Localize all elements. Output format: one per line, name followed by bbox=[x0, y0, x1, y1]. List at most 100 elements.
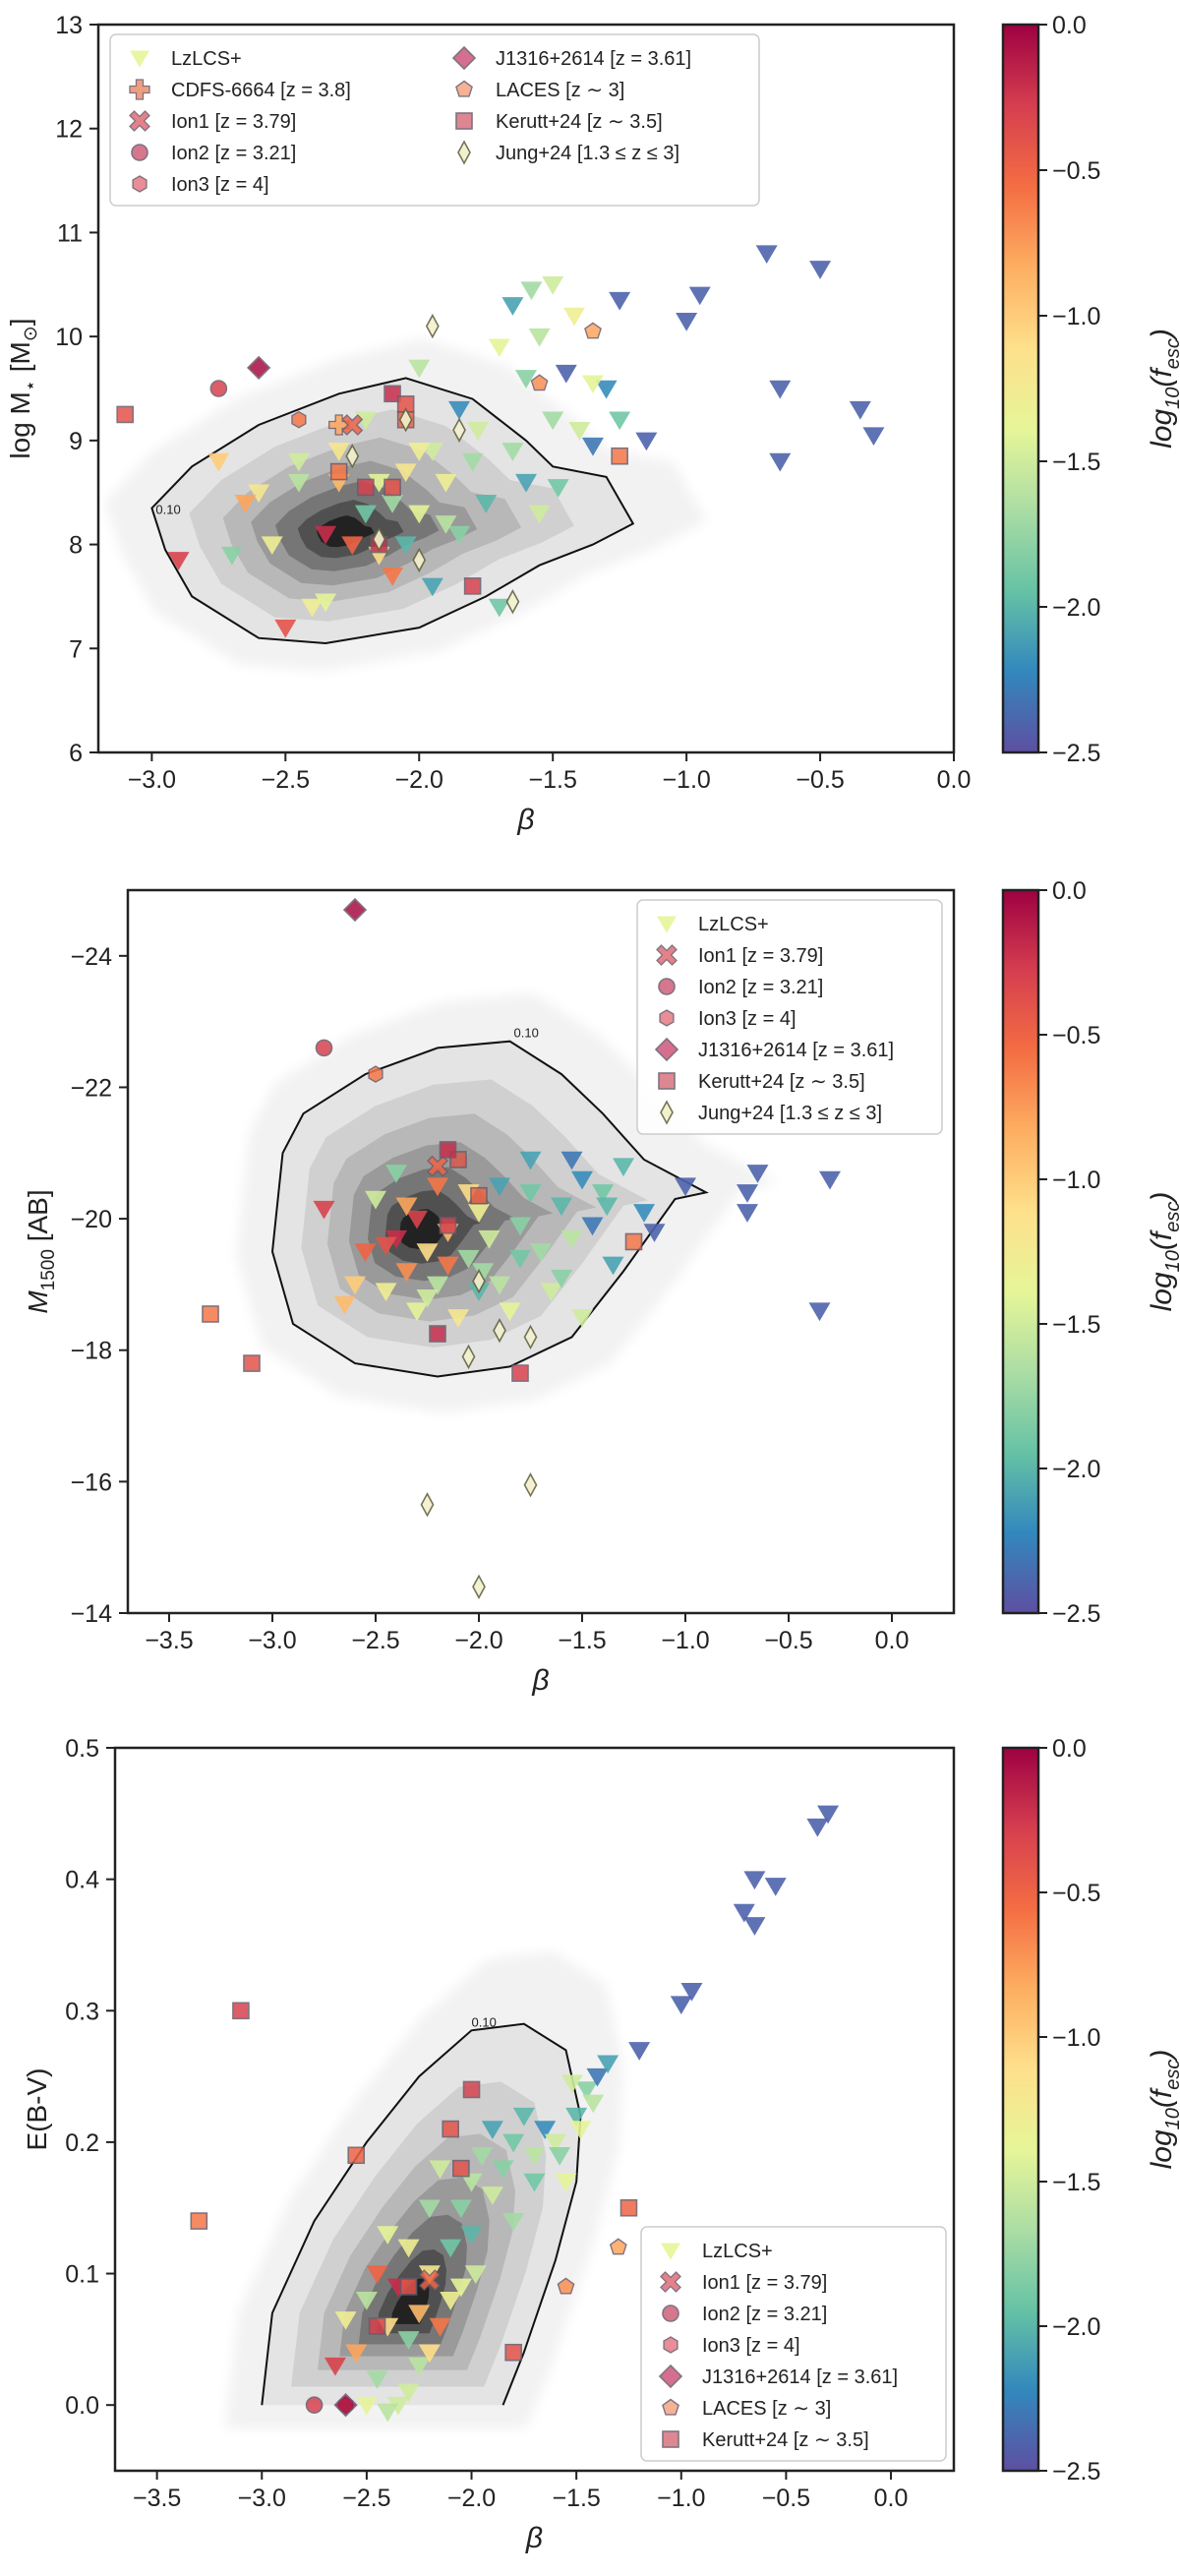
point-lzlcs- bbox=[287, 473, 310, 493]
point-lzlcs- bbox=[394, 463, 417, 483]
point-lzlcs- bbox=[555, 364, 577, 384]
point-lzlcs- bbox=[565, 2107, 588, 2127]
point-kerutt-24 bbox=[504, 2343, 522, 2362]
point-ion2 bbox=[315, 1039, 333, 1057]
x-tick-label: −2.0 bbox=[395, 766, 443, 794]
point-lzlcs- bbox=[315, 525, 337, 545]
legend-label: Ion3 [z = 4] bbox=[171, 174, 269, 196]
point-lzlcs- bbox=[416, 1243, 439, 1262]
point-lzlcs- bbox=[368, 473, 390, 493]
legend-label: LACES [z ∼ 3] bbox=[496, 80, 624, 101]
point-laces bbox=[530, 374, 549, 391]
point-jung-24 bbox=[461, 1344, 476, 1370]
point-cdfs-6664 bbox=[328, 414, 350, 436]
point-lzlcs- bbox=[628, 2042, 651, 2061]
point-lzlcs- bbox=[418, 2344, 441, 2364]
point-lzlcs- bbox=[489, 1276, 510, 1295]
panel-bottom: 0.10−3.5 −3.0 −2.5 −2.0 −1.5 −1.0 −0.5 0.00.00.… bbox=[22, 1735, 1180, 2554]
point-lzlcs- bbox=[366, 2370, 388, 2389]
colorbar-label-close: ) bbox=[1146, 329, 1178, 341]
y-label-main: log M bbox=[5, 391, 35, 458]
x-tick-label: 0.0 bbox=[937, 766, 972, 794]
point-lzlcs- bbox=[635, 432, 658, 451]
point-lzlcs- bbox=[596, 1197, 619, 1217]
point-ion2 bbox=[209, 380, 228, 397]
legend-marker bbox=[657, 916, 677, 933]
point-lzlcs- bbox=[633, 1204, 655, 1223]
point-lzlcs- bbox=[586, 2067, 609, 2087]
point-lzlcs- bbox=[520, 281, 543, 301]
point-lzlcs- bbox=[613, 1158, 634, 1177]
colorbar-tick-label: −1.5 bbox=[1052, 2169, 1100, 2196]
y-tick-label: −24 bbox=[71, 943, 113, 971]
point-lzlcs- bbox=[530, 1243, 552, 1262]
point-lzlcs- bbox=[737, 1184, 758, 1203]
x-tick-label: −0.5 bbox=[796, 766, 844, 794]
colorbar-tick-label: −0.5 bbox=[1052, 157, 1100, 185]
legend-marker bbox=[660, 1100, 674, 1125]
point-lzlcs- bbox=[394, 536, 417, 556]
point-lzlcs- bbox=[862, 427, 885, 447]
scatter-points bbox=[116, 245, 885, 638]
y-tick-label: −16 bbox=[71, 1468, 112, 1496]
point-lzlcs- bbox=[488, 338, 510, 358]
contour-label: 0.10 bbox=[514, 1026, 539, 1041]
point-lzlcs- bbox=[408, 443, 431, 461]
point-lzlcs- bbox=[509, 1249, 531, 1269]
point-kerutt-24 bbox=[463, 577, 482, 595]
point-lzlcs- bbox=[416, 1289, 439, 1308]
point-lzlcs- bbox=[502, 297, 524, 316]
point-laces bbox=[584, 322, 602, 339]
point-lzlcs- bbox=[429, 2317, 451, 2337]
point-lzlcs- bbox=[324, 2357, 346, 2376]
legend: LzLCS+ Ion1 [z = 3.79] Ion2 [z = 3.21] Ion3… bbox=[636, 899, 943, 1135]
point-lzlcs- bbox=[386, 2396, 409, 2416]
y-tick-label: 7 bbox=[69, 635, 83, 663]
point-lzlcs- bbox=[301, 598, 324, 618]
scatter-points bbox=[202, 897, 841, 1599]
legend-box bbox=[636, 899, 943, 1135]
y-tick-label: 0.3 bbox=[65, 1998, 99, 2025]
y-label-main: M bbox=[23, 1290, 53, 1314]
point-lzlcs- bbox=[602, 1256, 624, 1276]
x-tick-label: −3.0 bbox=[248, 1627, 296, 1654]
point-kerutt-24 bbox=[470, 1186, 488, 1205]
legend-marker bbox=[132, 175, 148, 193]
point-lzlcs- bbox=[643, 1224, 666, 1242]
point-lzlcs- bbox=[488, 598, 510, 618]
colorbar-label: log10(fesc) bbox=[1146, 2050, 1180, 2170]
point-lzlcs- bbox=[523, 2173, 546, 2192]
legend-marker bbox=[659, 1009, 675, 1027]
point-lzlcs- bbox=[549, 2147, 571, 2166]
point-j1316-2614 bbox=[333, 2393, 358, 2418]
point-lzlcs- bbox=[287, 452, 310, 472]
legend-box bbox=[109, 33, 760, 207]
legend-label: LACES [z ∼ 3] bbox=[702, 2398, 831, 2420]
point-kerutt-24 bbox=[190, 2212, 208, 2230]
point-ion1 bbox=[427, 1155, 448, 1177]
legend-marker bbox=[662, 2305, 679, 2322]
point-lzlcs- bbox=[764, 1878, 787, 1896]
colorbar-tick-label: −1.0 bbox=[1052, 303, 1100, 330]
point-lzlcs- bbox=[406, 1302, 428, 1322]
point-lzlcs- bbox=[544, 2133, 566, 2153]
point-lzlcs- bbox=[680, 1982, 703, 2002]
legend: LzLCS+ J1316+2614 [z = 3.61] CDFS-6664 [z … bbox=[109, 33, 760, 207]
point-kerutt-24 bbox=[384, 478, 401, 497]
point-lzlcs- bbox=[406, 1210, 428, 1229]
point-lzlcs- bbox=[560, 1229, 583, 1249]
y-tick-label: −20 bbox=[71, 1206, 112, 1233]
point-lzlcs- bbox=[449, 2199, 472, 2219]
colorbar-label-main: log bbox=[1146, 2129, 1178, 2169]
point-lzlcs- bbox=[581, 437, 604, 456]
point-lzlcs- bbox=[502, 443, 524, 461]
y-tick-label: 9 bbox=[69, 428, 83, 455]
point-lzlcs- bbox=[437, 1256, 459, 1276]
colorbar-tick-label: −2.5 bbox=[1052, 1600, 1100, 1628]
point-lzlcs- bbox=[769, 380, 792, 399]
point-lzlcs- bbox=[461, 452, 484, 472]
point-jung-24 bbox=[420, 1492, 435, 1518]
colorbar-label-main: log bbox=[1146, 1272, 1178, 1311]
point-ion3 bbox=[291, 410, 307, 429]
